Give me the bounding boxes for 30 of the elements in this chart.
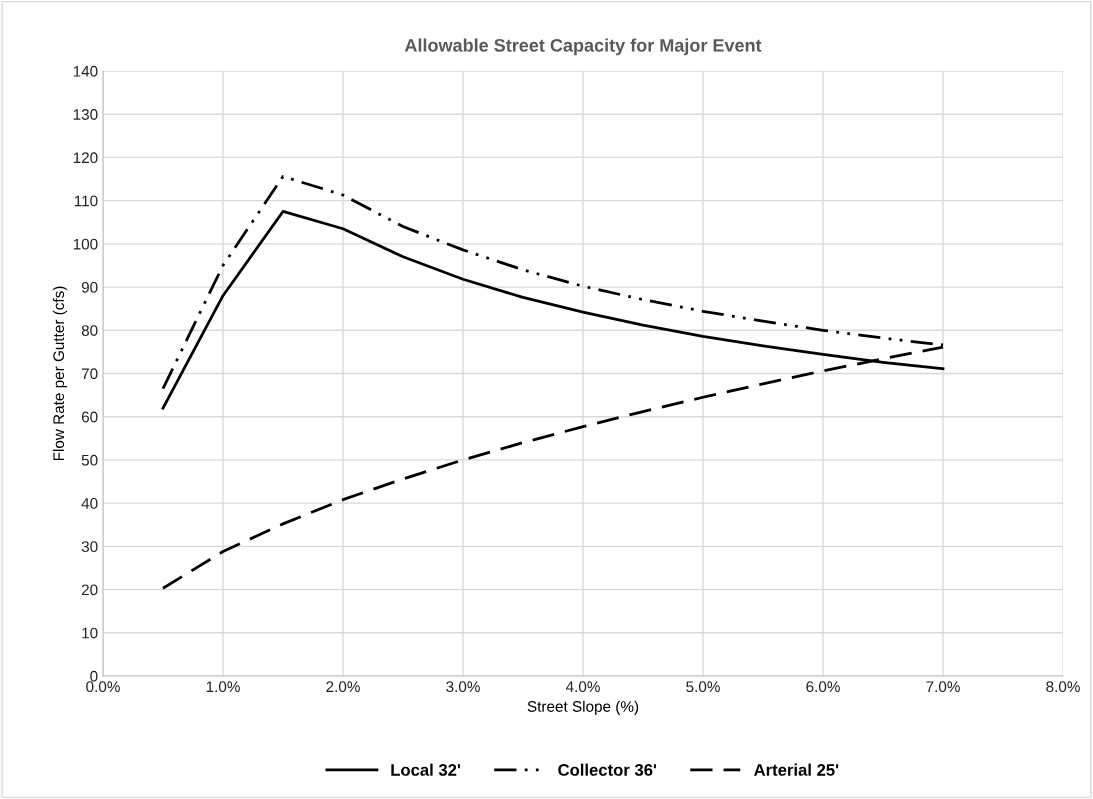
y-tick-label: 60 xyxy=(81,411,98,423)
x-axis-title: Street Slope (%) xyxy=(527,700,639,715)
y-tick-label: 70 xyxy=(81,368,98,380)
x-tick-label: 4.0% xyxy=(565,681,600,693)
x-tick-label: 1.0% xyxy=(206,681,240,693)
legend-label: Arterial 25' xyxy=(754,763,839,776)
x-tick-label: 8.0% xyxy=(1046,681,1080,693)
x-tick-label: 6.0% xyxy=(806,681,840,693)
y-tick-label: 40 xyxy=(81,498,98,509)
y-tick-label: 10 xyxy=(82,627,98,639)
y-tick-label: 110 xyxy=(74,195,98,207)
legend-label: Local 32' xyxy=(391,763,461,776)
y-tick-label: 130 xyxy=(73,109,98,120)
x-tick-label: 2.0% xyxy=(326,681,360,693)
y-tick-label: 140 xyxy=(73,65,98,77)
y-tick-label: 0 xyxy=(90,670,98,682)
legend-label: Collector 36' xyxy=(558,763,657,776)
y-tick-label: 30 xyxy=(81,541,98,553)
y-tick-label: 120 xyxy=(73,152,98,164)
y-tick-label: 100 xyxy=(73,238,98,250)
chart-title: Allowable Street Capacity for Major Event xyxy=(404,38,762,56)
x-tick-label: 0.0% xyxy=(86,681,120,693)
x-tick-label: 3.0% xyxy=(446,681,480,693)
x-tick-label: 5.0% xyxy=(686,681,720,693)
x-tick-label: 7.0% xyxy=(926,681,960,693)
y-tick-label: 50 xyxy=(81,454,98,466)
y-tick-label: 80 xyxy=(81,325,98,336)
y-tick-label: 20 xyxy=(81,584,98,596)
y-tick-label: 90 xyxy=(81,281,98,293)
y-axis-title: Flow Rate per Gutter (cfs) xyxy=(52,286,68,461)
